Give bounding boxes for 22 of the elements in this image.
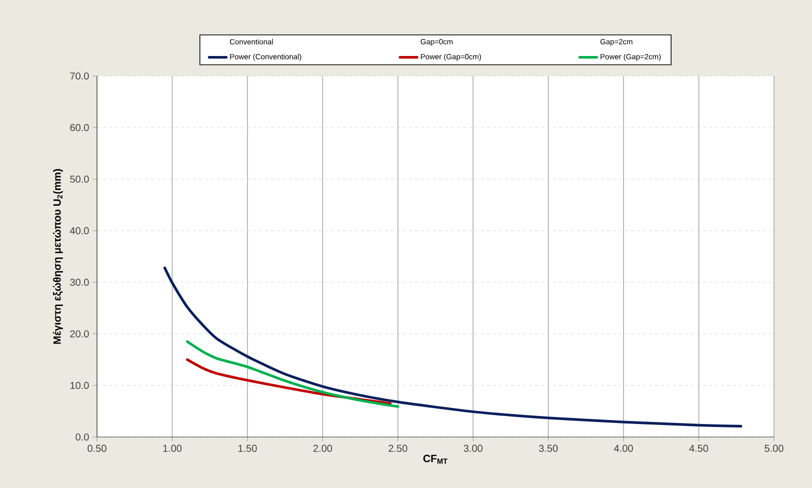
x-tick-label: 3.50	[538, 444, 558, 452]
y-tick-label: 0.0	[76, 433, 89, 441]
y-tick-label: 70.0	[70, 72, 89, 80]
x-tick-label: 3.00	[464, 444, 482, 452]
x-tick-label: 4.00	[614, 444, 633, 452]
x-tick-label: 2.00	[313, 444, 332, 452]
x-tick-label: 0.50	[88, 444, 106, 452]
x-tick-label: 5.00	[764, 444, 784, 452]
y-tick-label: 10.0	[70, 382, 89, 389]
y-tick-label: 50.0	[70, 176, 89, 183]
y-tick-label: 20.0	[70, 330, 89, 338]
y-tick-label: 30.0	[70, 278, 89, 286]
x-tick-label: 2.50	[388, 444, 408, 452]
line-series	[186, 340, 400, 408]
line-series	[163, 266, 742, 428]
x-tick-label: 1.50	[238, 444, 257, 452]
x-tick-label: 4.50	[689, 444, 708, 452]
x-tick-label: 1.00	[163, 444, 182, 452]
x-axis-title: CF$_{MT}$	[423, 454, 448, 464]
y-tick-label: 40.0	[70, 227, 89, 234]
y-tick-label: 60.0	[70, 124, 89, 132]
y-axis-title: Μέγιστη εξώθηση μετώπου U$_{2}$(mm)	[52, 169, 63, 344]
